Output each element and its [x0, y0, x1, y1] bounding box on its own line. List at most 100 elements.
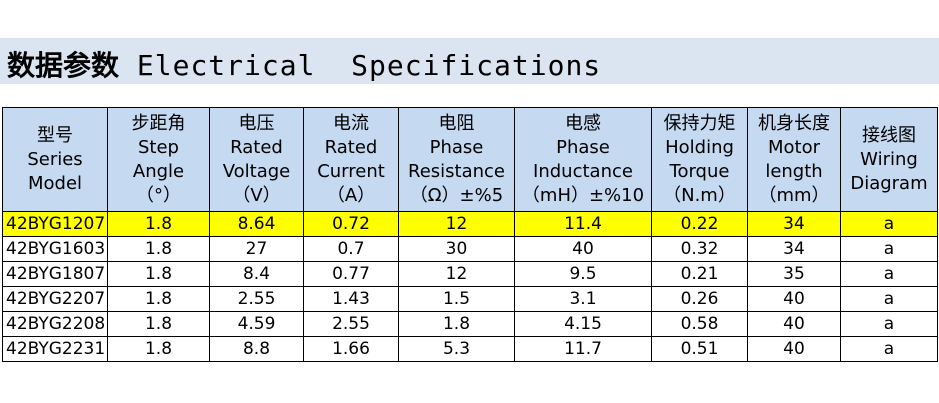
table-cell: 1.8 — [107, 311, 210, 337]
table-cell: 12 — [398, 261, 515, 287]
table-body: 42BYG1207 1.8 8.64 0.72 12 11.4 0.22 34 a 42BYG16… — [2, 211, 938, 362]
table-cell: 4.59 — [209, 311, 304, 337]
header-cn: 电压 — [238, 112, 275, 134]
header-en1: Phase — [429, 136, 484, 158]
table-cell: 9.5 — [514, 261, 652, 287]
table-cell: 1.8 — [398, 311, 515, 337]
header-unit: （A） — [326, 184, 376, 206]
table-row: 42BYG1207 1.8 8.64 0.72 12 11.4 0.22 34 a — [2, 211, 938, 237]
table-cell: 0.22 — [651, 211, 748, 237]
table-row: 42BYG2231 1.8 8.8 1.66 5.3 11.7 0.51 40 a — [2, 336, 938, 362]
specifications-table: 型号 Series Model 步距角 Step Angle （°） 电压 Rated Volta… — [2, 107, 938, 362]
table-cell: 35 — [747, 261, 841, 287]
header-en1: Rated — [324, 136, 378, 158]
table-cell: 3.1 — [514, 286, 652, 312]
header-en2: Torque — [669, 160, 730, 182]
table-cell: 11.4 — [514, 211, 652, 237]
header-en1: Holding — [665, 136, 734, 158]
cell-model: 42BYG2231 — [2, 336, 108, 362]
table-cell: 1.8 — [107, 286, 210, 312]
header-cn: 电阻 — [438, 112, 475, 134]
header-en1: Wiring — [860, 148, 918, 170]
header-en2: Diagram — [850, 172, 928, 194]
table-cell: 40 — [747, 286, 841, 312]
title-english: Electrical Specifications — [136, 49, 602, 82]
table-cell: 0.72 — [303, 211, 399, 237]
table-cell: 0.7 — [303, 236, 399, 262]
column-header: 型号 Series Model — [2, 107, 108, 212]
header-en1: Step — [138, 136, 179, 158]
table-cell: a — [840, 311, 938, 337]
column-header: 步距角 Step Angle （°） — [107, 107, 210, 212]
table-cell: 8.4 — [209, 261, 304, 287]
header-cn: 接线图 — [862, 124, 916, 146]
header-en2: Current — [317, 160, 385, 182]
header-en2: length — [765, 160, 823, 182]
header-en2: Angle — [132, 160, 185, 182]
table-row: 42BYG2208 1.8 4.59 2.55 1.8 4.15 0.58 40 a — [2, 311, 938, 337]
header-row: 型号 Series Model 步距角 Step Angle （°） 电压 Rated Volta… — [2, 107, 938, 212]
table-cell: a — [840, 336, 938, 362]
table-cell: 1.43 — [303, 286, 399, 312]
table-cell: 0.58 — [651, 311, 748, 337]
header-cn: 电感 — [565, 112, 601, 134]
header-unit: （mm） — [758, 184, 830, 206]
table-cell: 8.64 — [209, 211, 304, 237]
table-cell: 4.15 — [514, 311, 652, 337]
table-row: 42BYG2207 1.8 2.55 1.43 1.5 3.1 0.26 40 a — [2, 286, 938, 312]
table-cell: a — [840, 261, 938, 287]
table-cell: 2.55 — [209, 286, 304, 312]
cell-model: 42BYG2208 — [2, 311, 108, 337]
column-header: 电感 Phase Inductance （mH）±%10 — [514, 107, 652, 212]
table-cell: 0.26 — [651, 286, 748, 312]
title-chinese: 数据参数 — [7, 49, 120, 82]
column-header: 电流 Rated Current （A） — [303, 107, 399, 212]
table-cell: 27 — [209, 236, 304, 262]
column-header: 机身长度 Motor length （mm） — [747, 107, 841, 212]
table-cell: 1.8 — [107, 336, 210, 362]
header-unit: （N.m） — [663, 184, 736, 206]
table-cell: 1.8 — [107, 211, 210, 237]
column-header: 接线图 Wiring Diagram — [840, 107, 938, 212]
header-cn: 保持力矩 — [663, 112, 736, 134]
table-cell: 0.32 — [651, 236, 748, 262]
title-bar — [0, 38, 939, 84]
header-unit: （mH）±%10 — [521, 184, 645, 206]
header-en1: Series — [27, 148, 83, 170]
header-unit: （Ω）±%5 — [409, 184, 504, 206]
header-en2: Inductance — [533, 160, 633, 182]
table-cell: 5.3 — [398, 336, 515, 362]
column-header: 电压 Rated Voltage （V） — [209, 107, 304, 212]
table-cell: 34 — [747, 236, 841, 262]
table-cell: a — [840, 236, 938, 262]
cell-model: 42BYG1807 — [2, 261, 108, 287]
table-cell: 1.8 — [107, 261, 210, 287]
header-en1: Phase — [556, 136, 610, 158]
table-cell: a — [840, 286, 938, 312]
cell-model: 42BYG1207 — [2, 211, 108, 237]
header-unit: （V） — [232, 184, 281, 206]
header-en2: Model — [27, 172, 83, 194]
header-cn: 电流 — [333, 112, 369, 134]
header-cn: 型号 — [37, 124, 73, 146]
header-cn: 步距角 — [131, 112, 186, 134]
table-cell: 11.7 — [514, 336, 652, 362]
table-cell: 8.8 — [209, 336, 304, 362]
table-cell: 1.8 — [107, 236, 210, 262]
table-cell: 0.21 — [651, 261, 748, 287]
table-cell: 2.55 — [303, 311, 399, 337]
header-en1: Rated — [230, 136, 283, 158]
header-en1: Motor — [767, 136, 820, 158]
table-row: 42BYG1807 1.8 8.4 0.77 12 9.5 0.21 35 a — [2, 261, 938, 287]
header-en2: Resistance — [408, 160, 505, 182]
header-unit: （°） — [136, 184, 181, 206]
cell-model: 42BYG1603 — [2, 236, 108, 262]
page-title: 数据参数 Electrical Specifications — [7, 44, 601, 84]
table-cell: 34 — [747, 211, 841, 237]
table-cell: 0.51 — [651, 336, 748, 362]
table-cell: a — [840, 211, 938, 237]
table-cell: 40 — [514, 236, 652, 262]
table-cell: 0.77 — [303, 261, 399, 287]
header-en2: Voltage — [222, 160, 291, 182]
column-header: 保持力矩 Holding Torque （N.m） — [651, 107, 748, 212]
